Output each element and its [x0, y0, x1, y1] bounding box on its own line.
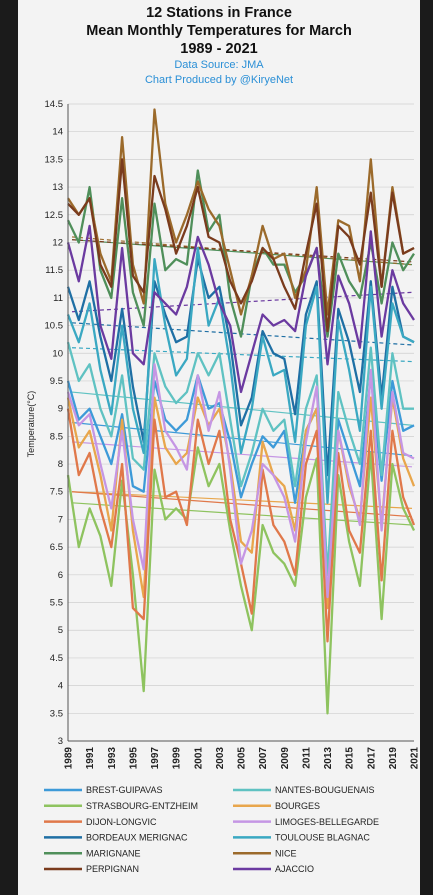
y-tick-label: 11.5	[45, 265, 63, 276]
x-axis-ticks: 1989 1991 1993 1995 1997 1999 2001 2003 2005 2007…	[64, 747, 421, 770]
y-tick-label: 7	[58, 514, 63, 525]
series-line	[66, 341, 414, 576]
series-line	[67, 108, 415, 316]
y-tick-label: 14	[52, 127, 63, 138]
trend-line	[71, 502, 413, 526]
trend-line	[71, 347, 413, 363]
y-tick-label: 14.5	[45, 99, 64, 110]
data-source-label: Data Source: JMA	[174, 59, 264, 71]
y-tick-label: 9.5	[50, 376, 63, 387]
y-tick-label: 6	[58, 570, 63, 581]
y-tick-label: 8	[58, 459, 63, 470]
trend-line	[71, 441, 413, 468]
legend-label: PERPIGNAN	[86, 864, 139, 874]
y-tick-label: 3.5	[50, 708, 63, 719]
y-axis-label: Temperature(°C)	[26, 391, 36, 458]
y-tick-label: 5	[58, 625, 63, 636]
legend: BREST-GUIPAVAS NANTES-BOUGUENAIS STRASBOUR…	[44, 785, 379, 874]
series-line	[66, 363, 415, 599]
x-tick-label: 2003	[215, 747, 226, 770]
x-tick-label: 1999	[172, 747, 183, 770]
y-tick-label: 10.5	[45, 321, 64, 332]
series-line	[66, 374, 415, 576]
y-tick-label: 13.5	[45, 154, 64, 165]
legend-label: MARIGNANE	[86, 848, 141, 858]
x-tick-label: 2021	[410, 747, 421, 770]
y-tick-label: 3	[58, 736, 63, 747]
x-tick-label: 1997	[150, 747, 161, 770]
y-tick-label: 12.5	[45, 210, 64, 221]
y-tick-label: 10	[52, 348, 63, 359]
x-tick-label: 1993	[107, 747, 118, 770]
y-tick-label: 11	[53, 293, 63, 304]
y-tick-label: 4.5	[50, 653, 63, 664]
y-tick-label: 5.5	[50, 598, 63, 609]
series-line	[66, 257, 415, 477]
y-tick-label: 9	[58, 404, 63, 415]
chart-subtitle-line-2: 1989 - 2021	[180, 41, 258, 57]
y-tick-label: 7.5	[50, 487, 63, 498]
x-tick-label: 2017	[366, 747, 377, 770]
x-tick-label: 2001	[193, 747, 204, 770]
y-tick-label: 4	[58, 681, 63, 692]
series-line	[66, 169, 415, 338]
y-tick-label: 6.5	[50, 542, 63, 553]
line-chart: 3 3.5 4 4.5 5 5.5 6 6.5 7 7.5 8 8.5 9 9.5 10 10.5 11 11.5…	[26, 99, 421, 874]
x-tick-label: 2015	[345, 747, 356, 770]
trend-line	[71, 391, 413, 426]
legend-label: LIMOGES-BELLEGARDE	[275, 817, 379, 827]
x-tick-label: 1991	[85, 747, 96, 770]
legend-label: NANTES-BOUGUENAIS	[275, 785, 375, 795]
legend-label: DIJON-LONGVIC	[86, 817, 157, 827]
chart-title: 12 Stations in France	[146, 5, 292, 21]
chart-credit-label: Chart Produced by @KiryeNet	[144, 74, 294, 86]
x-tick-label: 2005	[237, 747, 248, 770]
x-tick-label: 1989	[64, 747, 75, 770]
y-tick-label: 12	[52, 237, 63, 248]
x-tick-label: 2007	[258, 747, 269, 770]
x-tick-label: 2009	[280, 747, 291, 770]
legend-label: TOULOUSE BLAGNAC	[275, 833, 370, 843]
legend-label: NICE	[275, 848, 297, 858]
legend-label: BOURGES	[275, 801, 320, 811]
chart-header: 12 Stations in France Mean Monthly Tempe…	[18, 0, 420, 88]
chart-subtitle-line-1: Mean Monthly Temperatures for March	[86, 23, 352, 39]
x-tick-label: 2019	[388, 747, 399, 770]
axes	[67, 104, 414, 742]
series-line	[66, 246, 415, 504]
legend-label: BORDEAUX MERIGNAC	[86, 833, 188, 843]
y-tick-label: 8.5	[50, 431, 63, 442]
y-axis-ticks: 3 3.5 4 4.5 5 5.5 6 6.5 7 7.5 8 8.5 9 9.5 10 10.5 11 11.5…	[45, 99, 64, 747]
series-lines	[66, 108, 416, 715]
x-tick-label: 2013	[323, 747, 334, 770]
x-tick-label: 2011	[301, 747, 312, 769]
legend-label: BREST-GUIPAVAS	[86, 785, 163, 795]
gridlines	[68, 103, 414, 742]
x-tick-label: 1995	[128, 747, 139, 770]
legend-label: STRASBOURG-ENTZHEIM	[86, 801, 198, 811]
chart-frame: 12 Stations in France Mean Monthly Tempe…	[18, 0, 420, 895]
series-line	[66, 224, 415, 394]
series-line	[67, 158, 415, 333]
legend-label: AJACCIO	[275, 864, 314, 874]
y-tick-label: 13	[52, 182, 63, 193]
